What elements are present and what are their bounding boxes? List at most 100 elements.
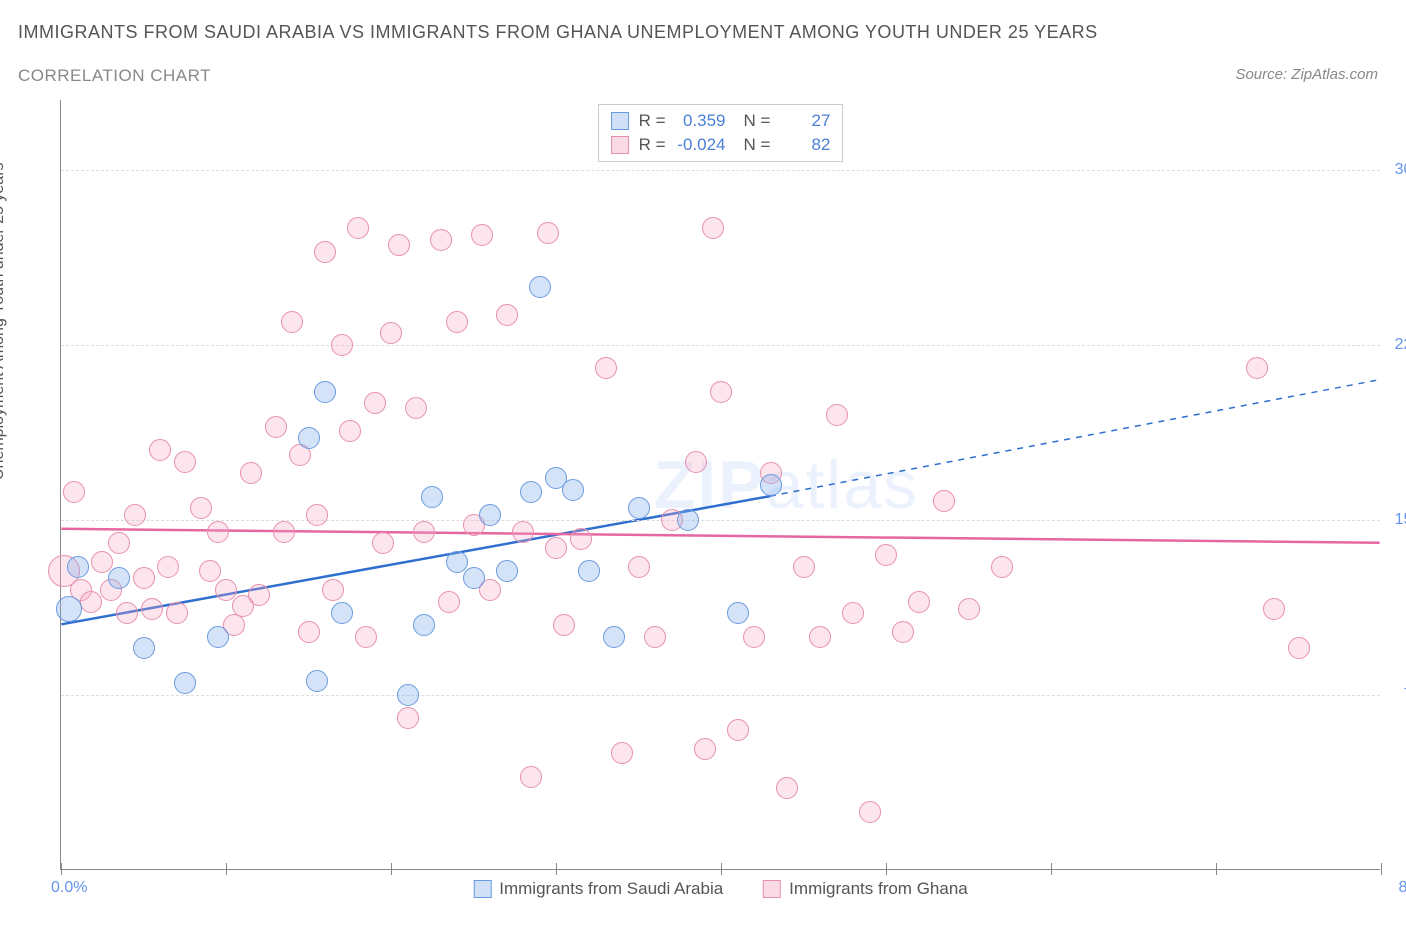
legend-n-label: N = (744, 111, 771, 131)
legend-row: R = 0.359 N = 27 (611, 109, 831, 133)
data-point (141, 598, 163, 620)
data-point (520, 766, 542, 788)
data-point (174, 672, 196, 694)
data-point (463, 567, 485, 589)
legend-n-value: 82 (780, 135, 830, 155)
data-point (520, 481, 542, 503)
data-point (190, 497, 212, 519)
data-point (108, 532, 130, 554)
data-point (529, 276, 551, 298)
data-point (677, 509, 699, 531)
legend-r-value: 0.359 (676, 111, 726, 131)
series-legend: Immigrants from Saudi Arabia Immigrants f… (473, 879, 967, 899)
data-point (355, 626, 377, 648)
source-attribution: Source: ZipAtlas.com (1235, 66, 1378, 83)
trend-line-extrapolation (770, 380, 1380, 497)
data-point (430, 229, 452, 251)
data-point (80, 591, 102, 613)
plot-area: ZIPatlas R =0.359N =27R =-0.024N =82 Imm… (60, 100, 1380, 870)
x-tick (886, 863, 887, 875)
data-point (809, 626, 831, 648)
data-point (727, 719, 749, 741)
data-point (570, 528, 592, 550)
data-point (628, 497, 650, 519)
trend-lines-layer (61, 100, 1380, 869)
data-point (595, 357, 617, 379)
gridline (61, 170, 1380, 171)
data-point (372, 532, 394, 554)
data-point (63, 481, 85, 503)
x-tick-label: 0.0% (51, 879, 87, 897)
legend-item: Immigrants from Ghana (763, 879, 968, 899)
data-point (553, 614, 575, 636)
x-tick (556, 863, 557, 875)
y-tick-label: 7.5% (1385, 686, 1406, 704)
data-point (991, 556, 1013, 578)
data-point (380, 322, 402, 344)
trend-line (61, 529, 1379, 543)
x-tick-label: 8.0% (1399, 879, 1406, 897)
data-point (207, 521, 229, 543)
data-point (405, 397, 427, 419)
data-point (166, 602, 188, 624)
legend-row: R =-0.024N =82 (611, 133, 831, 157)
legend-item: Immigrants from Saudi Arabia (473, 879, 723, 899)
data-point (281, 311, 303, 333)
data-point (578, 560, 600, 582)
x-tick (391, 863, 392, 875)
data-point (702, 217, 724, 239)
y-tick-label: 15.0% (1385, 511, 1406, 529)
legend-swatch (611, 136, 629, 154)
legend-r-label: R = (639, 135, 666, 155)
data-point (314, 241, 336, 263)
data-point (388, 234, 410, 256)
data-point (67, 556, 89, 578)
data-point (611, 742, 633, 764)
x-tick (1051, 863, 1052, 875)
x-tick (1381, 863, 1382, 875)
y-tick-label: 30.0% (1385, 161, 1406, 179)
data-point (685, 451, 707, 473)
data-point (776, 777, 798, 799)
data-point (892, 621, 914, 643)
data-point (149, 439, 171, 461)
data-point (413, 614, 435, 636)
gridline (61, 345, 1380, 346)
data-point (1288, 637, 1310, 659)
data-point (174, 451, 196, 473)
legend-n-value: 27 (780, 111, 830, 131)
data-point (421, 486, 443, 508)
data-point (397, 684, 419, 706)
data-point (958, 598, 980, 620)
data-point (56, 596, 82, 622)
data-point (644, 626, 666, 648)
data-point (306, 504, 328, 526)
data-point (875, 544, 897, 566)
data-point (628, 556, 650, 578)
data-point (743, 626, 765, 648)
legend-swatch (611, 112, 629, 130)
data-point (933, 490, 955, 512)
gridline (61, 695, 1380, 696)
data-point (331, 334, 353, 356)
data-point (710, 381, 732, 403)
data-point (471, 224, 493, 246)
data-point (512, 521, 534, 543)
data-point (157, 556, 179, 578)
correlation-legend: R =0.359N =27R =-0.024N =82 (598, 104, 844, 162)
x-tick (61, 863, 62, 875)
x-tick (226, 863, 227, 875)
data-point (133, 567, 155, 589)
y-axis-label: Unemployment Among Youth under 25 years (0, 162, 8, 480)
legend-r-label: R = (639, 111, 666, 131)
data-point (124, 504, 146, 526)
data-point (108, 567, 130, 589)
data-point (273, 521, 295, 543)
legend-n-label: N = (744, 135, 771, 155)
data-point (1263, 598, 1285, 620)
data-point (207, 626, 229, 648)
data-point (306, 670, 328, 692)
data-point (446, 311, 468, 333)
legend-swatch (763, 880, 781, 898)
data-point (199, 560, 221, 582)
